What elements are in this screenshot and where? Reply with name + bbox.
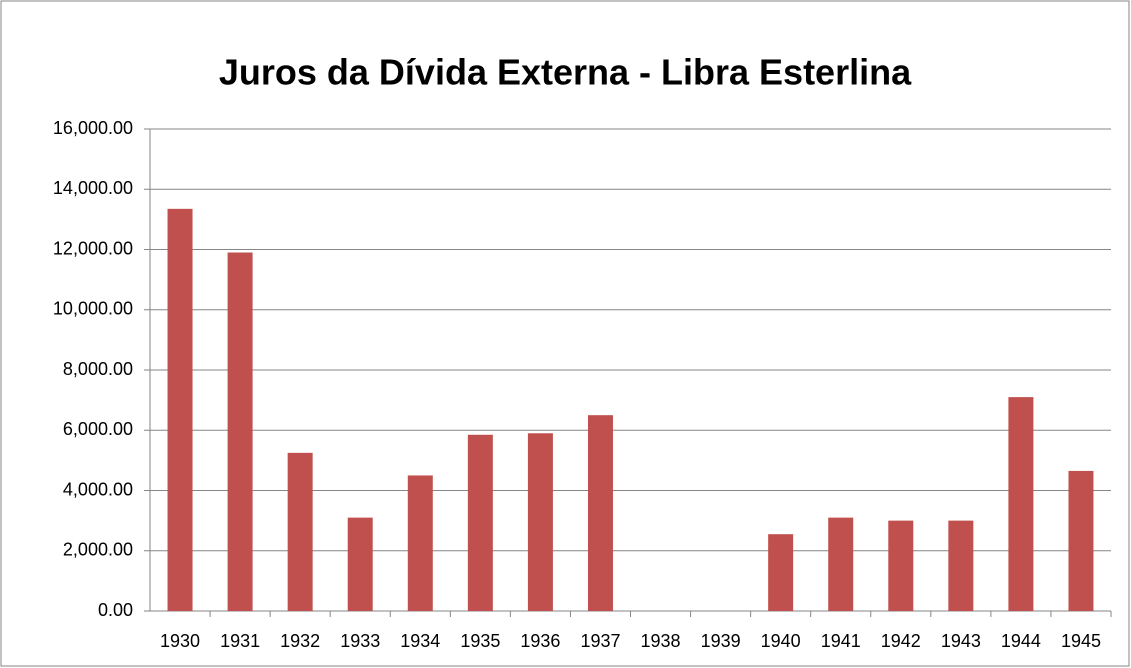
y-tick-label: 14,000.00 <box>53 178 133 198</box>
x-tick-label: 1940 <box>761 631 801 651</box>
bar <box>768 534 794 611</box>
bar <box>1008 397 1034 611</box>
x-tick-label: 1935 <box>460 631 500 651</box>
x-tick-label: 1936 <box>520 631 560 651</box>
x-tick-label: 1939 <box>701 631 741 651</box>
y-tick-label: 2,000.00 <box>63 540 133 560</box>
bar <box>347 517 373 611</box>
bar <box>1068 470 1094 611</box>
bar <box>888 520 914 611</box>
y-tick-label: 4,000.00 <box>63 479 133 499</box>
bar <box>287 452 313 611</box>
bar <box>948 520 974 611</box>
x-tick-label: 1942 <box>881 631 921 651</box>
x-tick-label: 1938 <box>641 631 681 651</box>
bar <box>587 415 613 611</box>
bar <box>828 517 854 611</box>
x-tick-label: 1932 <box>280 631 320 651</box>
bar <box>467 434 493 611</box>
bar <box>527 433 553 611</box>
x-tick-label: 1944 <box>1001 631 1041 651</box>
x-tick-label: 1931 <box>220 631 260 651</box>
x-tick-label: 1945 <box>1061 631 1101 651</box>
x-tick-label: 1933 <box>340 631 380 651</box>
x-tick-label: 1930 <box>160 631 200 651</box>
y-tick-label: 10,000.00 <box>53 299 133 319</box>
y-tick-label: 16,000.00 <box>53 118 133 138</box>
x-tick-label: 1941 <box>821 631 861 651</box>
y-tick-label: 6,000.00 <box>63 419 133 439</box>
bar <box>407 475 433 611</box>
y-tick-label: 12,000.00 <box>53 238 133 258</box>
chart-title: Juros da Dívida Externa - Libra Esterlin… <box>219 52 912 93</box>
y-tick-label: 0.00 <box>98 600 133 620</box>
bar <box>227 252 253 611</box>
bar <box>167 208 193 612</box>
x-tick-label: 1934 <box>400 631 440 651</box>
x-tick-label: 1943 <box>941 631 981 651</box>
x-tick-label: 1937 <box>580 631 620 651</box>
y-tick-label: 8,000.00 <box>63 359 133 379</box>
